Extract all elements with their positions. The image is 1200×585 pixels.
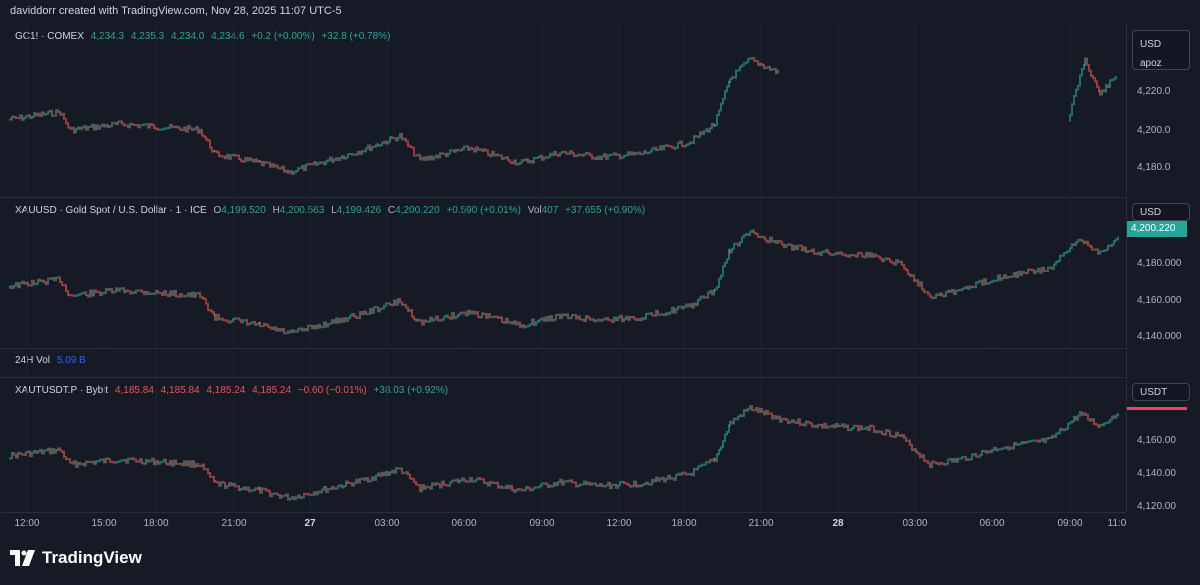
xauusd-low: 4,199.426 xyxy=(336,205,382,216)
xauusd-close: 4,200.220 xyxy=(395,205,440,216)
gc1-session-change: +32.8 (+0.78%) xyxy=(321,31,391,42)
time-tick: 18:00 xyxy=(143,518,169,529)
axis-label: 4,160.00 xyxy=(1137,435,1176,446)
chart-canvas[interactable] xyxy=(0,22,1126,512)
time-tick: 21:00 xyxy=(748,518,774,529)
xauusd-c-label: C xyxy=(387,205,396,216)
price-axis[interactable]: USD apoz 4,220.0 4,200.0 4,180.0 USD 4,2… xyxy=(1126,22,1200,512)
time-tick: 03:00 xyxy=(902,518,928,529)
currency-selector-xautusdt[interactable]: USDT xyxy=(1132,383,1190,401)
time-tick: 03:00 xyxy=(374,518,400,529)
pane-xautusdt-legend[interactable]: XAUTUSDT.P · Bybit 4,185.84 4,185.84 4,1… xyxy=(15,385,452,396)
xauusd-price-tag: 4,200.220 xyxy=(1127,221,1187,237)
pane-divider[interactable] xyxy=(0,377,1126,378)
gc1-symbol[interactable]: GC1! · COMEX xyxy=(15,31,84,42)
brand-name: TradingView xyxy=(42,548,142,567)
axis-label: 4,180.0 xyxy=(1137,162,1171,173)
chart-grid xyxy=(26,22,1071,512)
pane-24h-vol-legend[interactable]: 24H Vol 5.09 B xyxy=(15,355,90,366)
axis-label: 4,160.000 xyxy=(1137,295,1182,306)
pane-divider[interactable] xyxy=(0,348,1126,349)
xauusd-open: 4,199.520 xyxy=(221,205,266,216)
currency-selector-gc1[interactable]: USD apoz xyxy=(1132,30,1190,70)
time-tick: 18:00 xyxy=(671,518,697,529)
time-tick: 09:00 xyxy=(1057,518,1083,529)
pane-xauusd-legend[interactable]: XAUUSD · Gold Spot / U.S. Dollar · 1 · I… xyxy=(15,205,649,216)
time-tick: 06:00 xyxy=(451,518,477,529)
gc1-currency: USD xyxy=(1140,39,1162,50)
xautusdt-open: 4,185.84 xyxy=(114,385,154,396)
tradingview-logo-icon xyxy=(10,550,35,566)
pane-gc1-legend[interactable]: GC1! · COMEX 4,234.3 4,235.3 4,234.0 4,2… xyxy=(15,31,394,42)
time-tick: 11:0 xyxy=(1107,518,1127,529)
xauusd-h-label: H xyxy=(272,205,280,216)
time-tick: 28 xyxy=(832,518,844,529)
xautusdt-symbol[interactable]: XAUTUSDT.P · Bybit xyxy=(15,385,109,396)
xautusdt-session-change: +38.03 (+0.92%) xyxy=(373,385,449,396)
xautusdt-high: 4,185.84 xyxy=(160,385,200,396)
axis-label: 4,140.000 xyxy=(1137,331,1182,342)
xauusd-vol: 407 xyxy=(541,205,559,216)
gc1-low: 4,234.0 xyxy=(171,31,205,42)
price-series xyxy=(9,57,1119,501)
xautusdt-close: 4,185.24 xyxy=(252,385,292,396)
xauusd-symbol[interactable]: XAUUSD · Gold Spot / U.S. Dollar · 1 · I… xyxy=(15,205,207,216)
xauusd-high: 4,200.563 xyxy=(279,205,325,216)
axis-label: 4,200.0 xyxy=(1137,125,1171,136)
time-tick: 06:00 xyxy=(979,518,1005,529)
currency-selector-xauusd[interactable]: USD xyxy=(1132,203,1190,221)
xauusd-vol-label: Vol xyxy=(527,205,542,216)
time-tick: 15:00 xyxy=(91,518,117,529)
gc1-open: 4,234.3 xyxy=(90,31,125,42)
time-axis[interactable]: 12:00 15:00 18:00 21:00 27 03:00 06:00 0… xyxy=(0,512,1126,535)
chart-header: daviddorr created with TradingView.com, … xyxy=(10,5,342,17)
axis-label: 4,120.00 xyxy=(1137,501,1176,512)
gc1-close: 4,234.6 xyxy=(211,31,245,42)
xautusdt-low: 4,185.24 xyxy=(206,385,246,396)
axis-label: 4,220.0 xyxy=(1137,86,1171,97)
gc1-change: +0.2 (+0.00%) xyxy=(251,31,315,42)
time-tick: 27 xyxy=(304,518,316,529)
xautusdt-change: −0.60 (−0.01%) xyxy=(297,385,367,396)
xauusd-l-label: L xyxy=(331,205,337,216)
time-tick: 21:00 xyxy=(221,518,247,529)
vol24-label: 24H Vol xyxy=(15,355,51,366)
xauusd-change: +0.590 (+0.01%) xyxy=(446,205,521,216)
time-tick: 09:00 xyxy=(529,518,555,529)
xautusdt-price-marker xyxy=(1127,407,1187,410)
time-tick: 12:00 xyxy=(606,518,632,529)
time-tick: 12:00 xyxy=(14,518,40,529)
axis-label: 4,180.000 xyxy=(1137,258,1182,269)
pane-divider[interactable] xyxy=(0,197,1126,198)
xauusd-session-change: +37.655 (+0.90%) xyxy=(565,205,646,216)
gc1-high: 4,235.3 xyxy=(130,31,165,42)
tradingview-brand[interactable]: TradingView xyxy=(10,548,142,568)
vol24-value: 5.09 B xyxy=(56,355,86,366)
axis-label: 4,140.00 xyxy=(1137,468,1176,479)
xauusd-o-label: O xyxy=(213,205,222,216)
gc1-currency-sub: apoz xyxy=(1140,58,1162,69)
